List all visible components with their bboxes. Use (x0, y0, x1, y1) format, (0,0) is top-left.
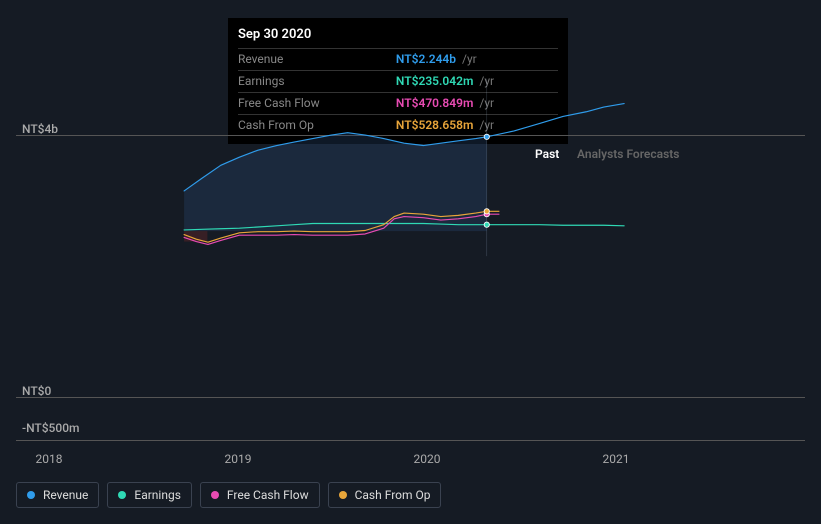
x-axis-label: 2018 (36, 452, 63, 466)
legend-dot-icon (118, 491, 126, 499)
line-chart (0, 0, 789, 305)
legend-dot-icon (27, 491, 35, 499)
chart-legend: Revenue Earnings Free Cash Flow Cash From O… (16, 482, 441, 508)
legend-item-label: Cash From Op (355, 488, 431, 502)
series-marker (484, 134, 489, 139)
gridline-bottom (16, 440, 805, 441)
legend-item[interactable]: Revenue (16, 482, 99, 508)
series-marker (484, 209, 489, 214)
x-axis-label: 2021 (603, 452, 630, 466)
legend-dot-icon (339, 491, 347, 499)
x-axis-label: 2019 (225, 452, 252, 466)
legend-item-label: Revenue (43, 488, 88, 502)
gridline-zero (16, 397, 805, 398)
legend-item[interactable]: Free Cash Flow (200, 482, 320, 508)
legend-item-label: Earnings (134, 488, 181, 502)
series-marker (484, 222, 489, 227)
y-axis-label: -NT$500m (22, 421, 79, 435)
legend-item[interactable]: Earnings (107, 482, 192, 508)
legend-dot-icon (211, 491, 219, 499)
legend-item-label: Free Cash Flow (227, 488, 309, 502)
legend-item[interactable]: Cash From Op (328, 482, 442, 508)
y-axis-label: NT$0 (22, 384, 51, 398)
x-axis-label: 2020 (414, 452, 441, 466)
